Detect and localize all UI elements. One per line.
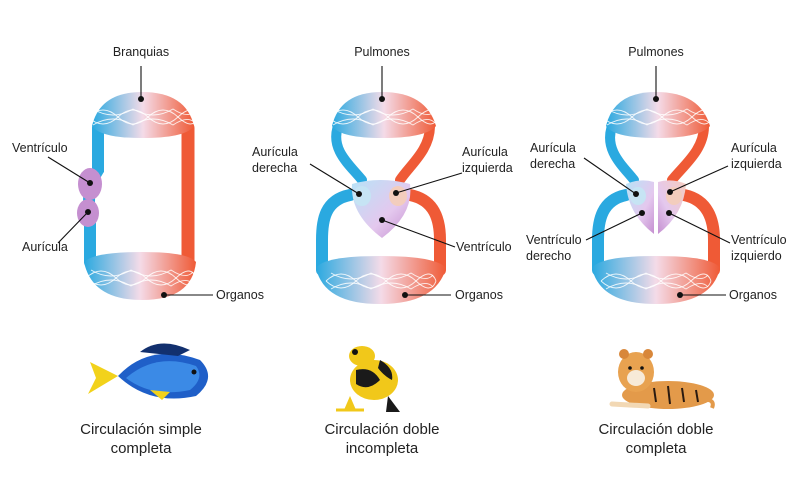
gill-capillary-bed (87, 92, 199, 138)
pulmonary-artery (605, 121, 639, 185)
left-atrium-label-line-2: izquierda (462, 161, 513, 175)
right-atrium-label-line-1: Aurícula (530, 141, 576, 155)
organ-capillary-bed (84, 252, 197, 300)
pulmonary-vein (395, 121, 435, 185)
panel-double-complete: Pulmones Aurícula derecha Aurícula izqui… (526, 45, 787, 457)
arterial-vessel (404, 189, 446, 276)
right-atrium-label-line-2: derecha (252, 161, 297, 175)
right-ventricle-label-line-2: derecho (526, 249, 571, 263)
caption-line-1: Circulación doble (324, 421, 439, 438)
pulmonary-artery (331, 121, 367, 185)
caption-line-2: incompleta (346, 440, 419, 457)
organ-capillary-bed (316, 256, 446, 304)
arterial-vessel (678, 189, 720, 276)
fish-icon (88, 343, 209, 400)
left-ventricle-label-line-2: izquierdo (731, 249, 782, 263)
pulmonary-vein (667, 121, 709, 185)
left-atrium-label-line-2: izquierda (731, 157, 782, 171)
venous-vessel (592, 189, 632, 276)
left-atrium-label-line-1: Aurícula (731, 141, 777, 155)
panel-double-incomplete: Pulmones Aurícula derecha Aurícula izqui… (252, 45, 513, 457)
gills-label: Branquias (113, 45, 169, 59)
right-atrium-label-line-2: derecha (530, 157, 575, 171)
caption-line-1: Circulación doble (598, 421, 713, 438)
ventricle-label: Ventrículo (12, 141, 68, 155)
tiger-icon (609, 349, 715, 409)
right-ventricle-label-line-1: Ventrículo (526, 233, 582, 247)
frog-icon (336, 346, 400, 412)
lung-capillary-bed (327, 92, 439, 138)
ventricle-label: Ventrículo (456, 240, 512, 254)
caption-line-1: Circulación simple (80, 421, 202, 438)
organs-label: Organos (455, 288, 503, 302)
caption-line-2: completa (111, 440, 173, 457)
lung-capillary-bed (601, 92, 713, 138)
organs-label: Organos (729, 288, 777, 302)
right-atrium-label-line-1: Aurícula (252, 145, 298, 159)
panel-simple: Branquias Ventrículo Aurícula Organos Ci… (12, 45, 264, 457)
caption-line-2: completa (626, 440, 688, 457)
left-atrium-label-line-1: Aurícula (462, 145, 508, 159)
organs-label: Organos (216, 288, 264, 302)
venous-vessel (316, 189, 356, 276)
organ-capillary-bed (592, 256, 720, 304)
atrium-label: Aurícula (22, 240, 68, 254)
lungs-label: Pulmones (354, 45, 410, 59)
left-ventricle-label-line-1: Ventrículo (731, 233, 787, 247)
lungs-label: Pulmones (628, 45, 684, 59)
